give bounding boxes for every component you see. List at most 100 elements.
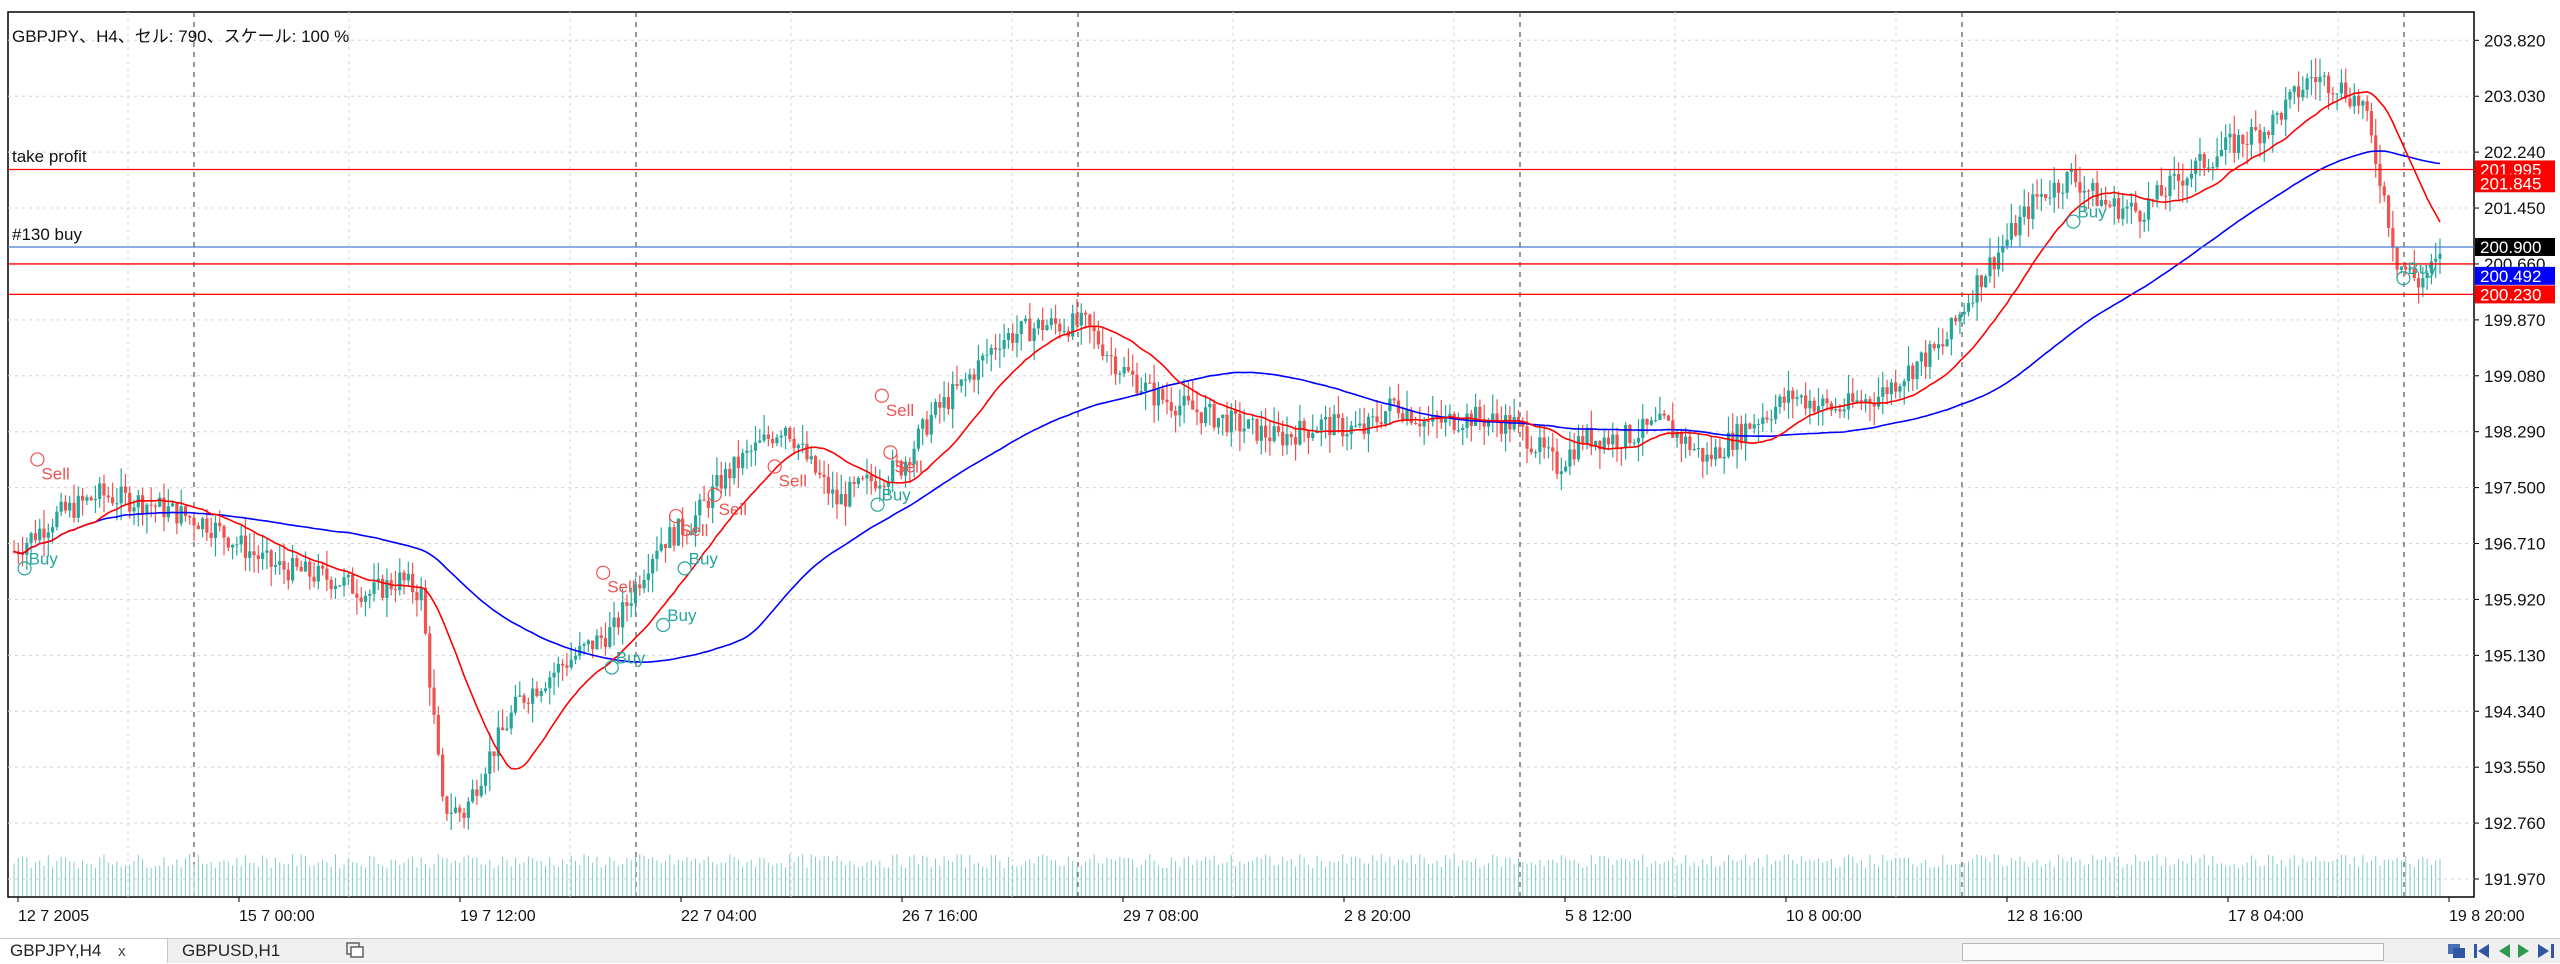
new-window-icon[interactable] [346,942,364,958]
candle-body [2408,268,2412,270]
candle-body [1765,417,1769,420]
candle-body [333,585,338,589]
candle-body [2404,266,2408,270]
candle-body [1251,418,1255,420]
candle-body [963,379,968,381]
candle-body [1379,422,1383,424]
candle-body [89,497,93,501]
candle-body [2074,169,2078,183]
candle-body [2031,194,2035,219]
candle-body [2014,223,2018,236]
close-icon[interactable]: x [118,943,126,960]
candle-body [2104,200,2108,205]
price-tick-label: 191.970 [2484,870,2545,889]
candle-body [2065,171,2069,193]
scroll-right-icon[interactable] [2516,942,2532,960]
price-tag-bg [2475,285,2555,304]
tab-gbpusd-h1[interactable]: GBPUSD,H1 [172,939,340,963]
scroll-last-icon[interactable] [2536,942,2556,960]
time-tick-label: 10 8 00:00 [1786,908,1862,925]
candle-body [1341,417,1345,437]
take-profit-label: take profit [12,147,87,167]
scroll-left-icon[interactable] [2496,942,2512,960]
candle-body [535,688,539,696]
candle-body [1229,410,1233,433]
candle-body [543,688,548,692]
candle-body [2348,98,2352,107]
candle-body [1919,352,1923,362]
candle-body [942,397,946,408]
candle-body [1263,425,1268,438]
candle-body [981,355,985,361]
time-tick-label: 12 8 16:00 [2007,908,2083,925]
candle-body [2425,272,2429,279]
candle-body [569,659,573,668]
sell-signal-marker [767,459,782,474]
candle-body [1332,414,1336,436]
candle-body [110,497,115,504]
candle-body [852,481,856,485]
chart-window[interactable]: 203.820 203.030 202.240 201.450 200.660 199.8… [0,0,2560,938]
candle-body [2344,82,2348,99]
sell-signal-label: Sell [680,521,708,540]
candle-body [612,617,616,628]
candle-body [1825,398,1829,404]
candle-body [1726,432,1731,457]
candle-body [1345,434,1349,437]
candle-body [1362,423,1366,434]
windows-icon[interactable] [2446,942,2468,960]
candle-body [419,587,423,601]
price-tick-label: 198.290 [2484,423,2545,442]
candle-body [1131,370,1135,375]
price-chart[interactable]: 203.820203.030202.240201.450200.660199.8… [0,0,2560,938]
candle-body [848,481,852,507]
candle-body [2416,278,2421,288]
candle-body [2018,216,2022,236]
candle-body [2086,190,2091,192]
candle-body [1564,466,1568,472]
price-tick-label: 203.820 [2484,31,2545,50]
candle-body [1846,393,1851,410]
candle-body [1872,403,1876,407]
price-tick-label: 199.870 [2484,311,2545,330]
time-tick-label: 19 8 20:00 [2449,908,2525,925]
candle-body [792,438,796,449]
candle-body [398,572,402,591]
candle-body [2082,190,2086,193]
candle-body [483,773,488,786]
candle-body [149,504,153,506]
candle-body [2005,239,2009,247]
candle-body [1894,382,1898,392]
candle-body [998,348,1002,350]
candle-body [93,498,98,501]
candle-body [1139,390,1143,394]
candle-body [968,374,972,380]
candle-body [1748,423,1752,429]
buy-signal-marker [2396,271,2411,286]
candle-body [676,518,680,546]
candle-body [685,535,689,537]
candle-body [1679,432,1683,444]
candle-body [248,551,252,558]
candle-body [625,602,629,606]
candle-body [1152,382,1156,406]
candle-body [1156,389,1161,406]
candle-body [1632,442,1636,444]
candle-body [385,580,389,598]
buy-signal-marker [604,660,619,675]
candle-body [1358,423,1362,426]
candle-body [1293,437,1298,445]
ma-fast-line [13,90,2441,770]
candle-body [2215,156,2219,168]
candle-body [342,577,346,586]
candle-body [1195,409,1199,413]
horizontal-scrollbar[interactable] [1962,943,2384,961]
candle-body [2258,129,2262,144]
candle-body [2399,266,2404,270]
candle-body [1118,373,1122,375]
candle-body [261,552,265,560]
scroll-first-icon[interactable] [2472,942,2492,960]
candle-body [2438,253,2442,259]
tab-gbpjpy-h4[interactable]: GBPJPY,H4 x [0,939,168,963]
candle-body [1208,403,1212,408]
